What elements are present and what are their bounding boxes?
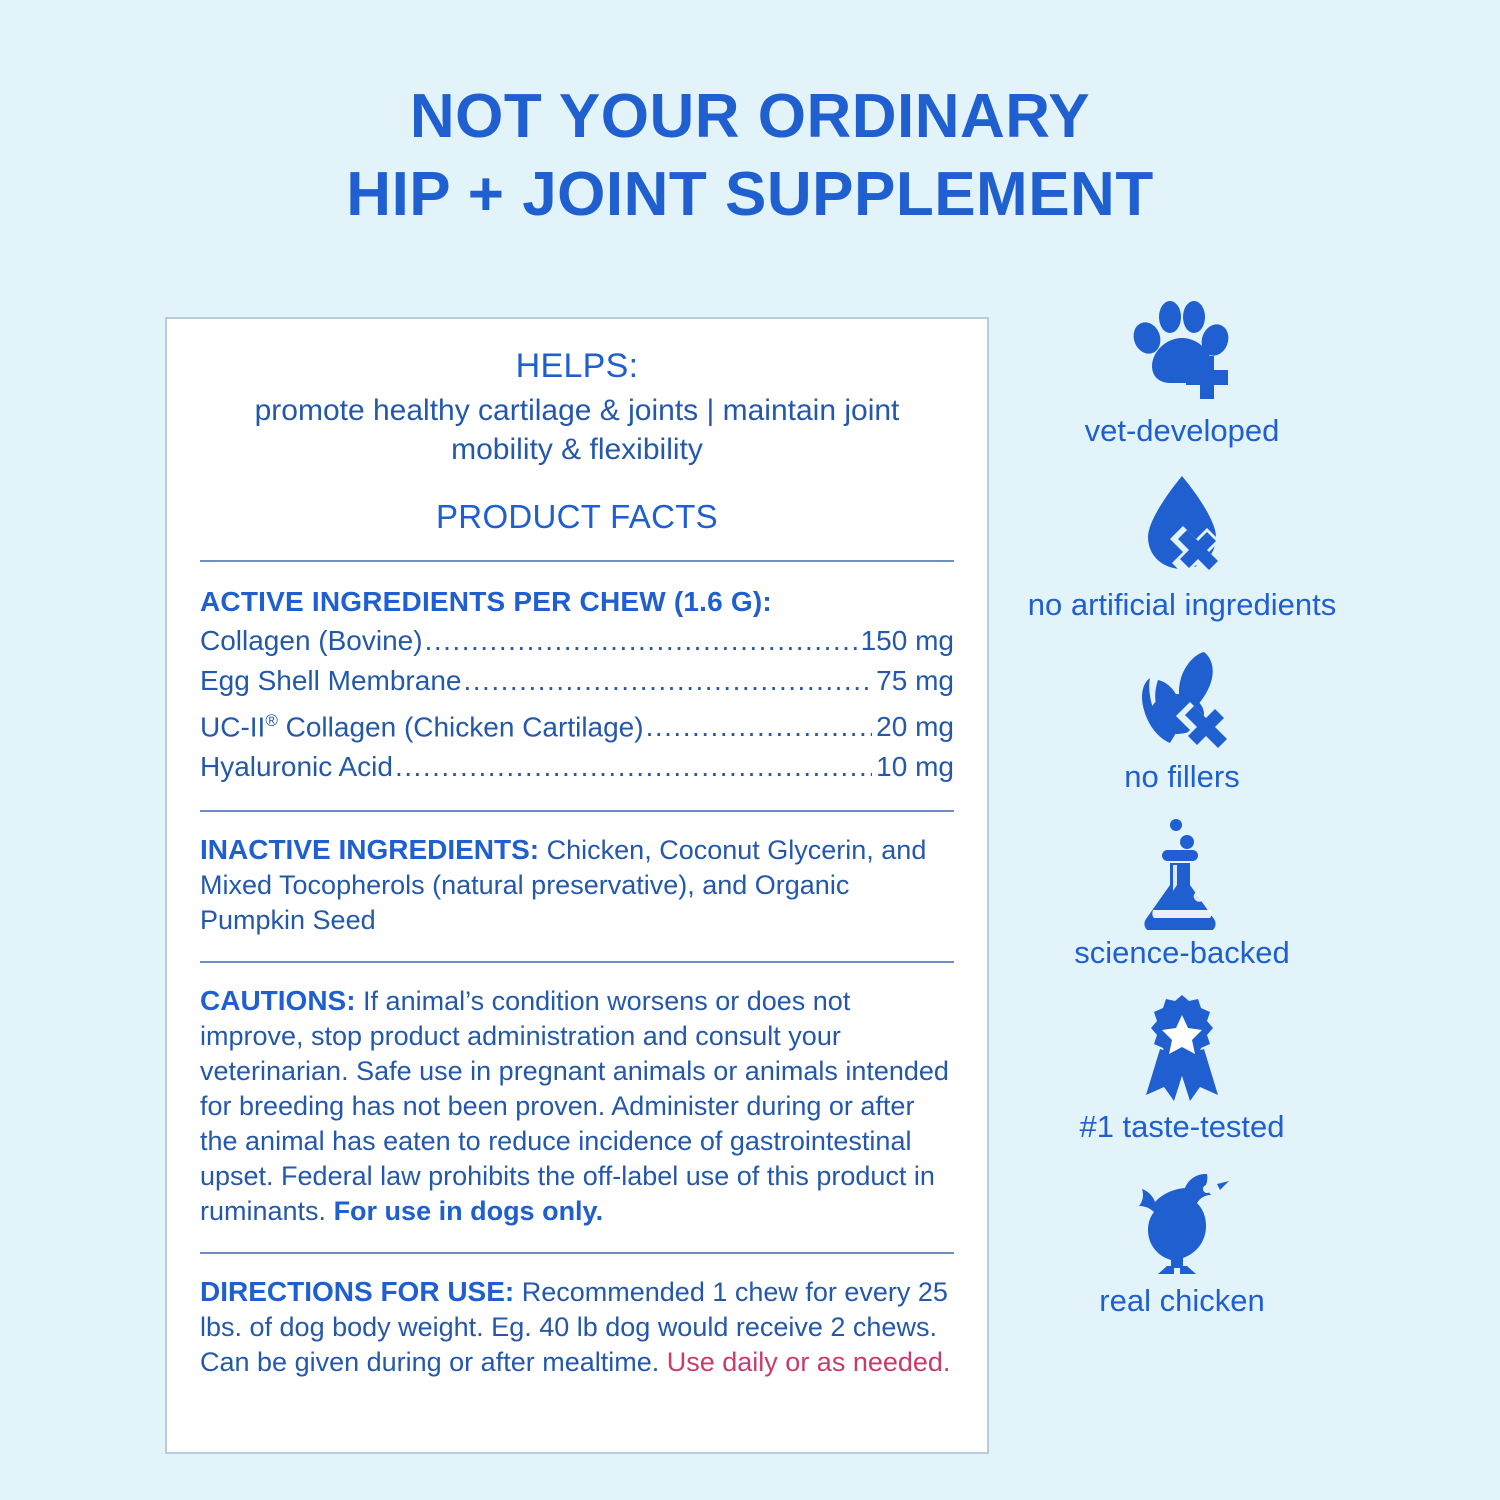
badge-label: science-backed bbox=[1074, 935, 1290, 970]
corn-x-icon bbox=[1022, 646, 1342, 750]
cautions-emphasis: For use in dogs only. bbox=[333, 1196, 604, 1227]
paw-plus-icon bbox=[1022, 300, 1342, 404]
product-facts-heading: PRODUCT FACTS bbox=[436, 498, 718, 535]
ingredient-row: Egg Shell Membrane .....................… bbox=[200, 661, 954, 701]
inactive-ingredients-section: INACTIVE INGREDIENTS: Chicken, Coconut G… bbox=[200, 832, 954, 938]
badge-taste-tested: #1 taste-tested bbox=[1022, 995, 1342, 1146]
inactive-ingredients-heading: INACTIVE INGREDIENTS: bbox=[200, 834, 540, 866]
directions-section: DIRECTIONS FOR USE: Recommended 1 chew f… bbox=[200, 1274, 954, 1380]
badge-label: real chicken bbox=[1099, 1283, 1265, 1318]
badge-real-chicken: real chicken bbox=[1022, 1170, 1342, 1320]
directions-heading: DIRECTIONS FOR USE: bbox=[200, 1276, 515, 1308]
badge-label: no fillers bbox=[1124, 759, 1240, 794]
leader-dots: ........................................… bbox=[424, 625, 857, 656]
cautions-section: CAUTIONS: If animal’s condition worsens … bbox=[200, 983, 954, 1229]
ingredient-amount: 10 mg bbox=[876, 751, 954, 783]
divider-2 bbox=[200, 810, 954, 813]
directions-text: Recommended 1 chew for every 25 lbs. of … bbox=[200, 1277, 948, 1378]
page-title-line-2: HIP + JOINT SUPPLEMENT bbox=[346, 160, 1154, 229]
product-facts-panel: HELPS: promote healthy cartilage & joint… bbox=[165, 317, 989, 1454]
divider-1 bbox=[200, 560, 954, 562]
award-ribbon-icon bbox=[1022, 995, 1342, 1101]
directions-emphasis: Use daily or as needed. bbox=[666, 1347, 951, 1378]
ingredient-name: UC-II® Collagen (Chicken Cartilage) bbox=[200, 701, 644, 747]
ingredient-name: Hyaluronic Acid bbox=[200, 751, 393, 783]
ingredient-name-tail: Collagen (Chicken Cartilage) bbox=[277, 711, 644, 743]
badge-science-backed: science-backed bbox=[1022, 819, 1342, 972]
cautions-text: If animal’s condition worsens or does no… bbox=[200, 986, 949, 1227]
feature-badges: vet-developed no artificial ingredients bbox=[1022, 300, 1342, 1326]
ingredient-amount: 150 mg bbox=[860, 625, 954, 656]
badge-label: no artificial ingredients bbox=[1027, 587, 1337, 622]
badge-no-artificial-ingredients: no artificial ingredients bbox=[1022, 474, 1342, 624]
badge-no-fillers: no fillers bbox=[1022, 646, 1342, 796]
leader-dots: ........................................… bbox=[645, 711, 873, 743]
ingredient-row: Collagen (Bovine) ......................… bbox=[200, 621, 954, 661]
ingredient-row: Hyaluronic Acid ........................… bbox=[200, 747, 954, 787]
active-ingredients-heading: ACTIVE INGREDIENTS PER CHEW (1.6 G): bbox=[200, 586, 772, 617]
helps-heading: HELPS: bbox=[515, 347, 639, 385]
ingredient-name-main: UC-II bbox=[200, 711, 266, 743]
ingredient-amount: 75 mg bbox=[876, 665, 954, 696]
ingredient-name: Egg Shell Membrane bbox=[200, 665, 462, 696]
leader-dots: ........................................… bbox=[394, 751, 872, 783]
registered-mark: ® bbox=[265, 711, 278, 730]
cautions-heading: CAUTIONS: bbox=[200, 985, 356, 1017]
inactive-ingredients-text: Chicken, Coconut Glycerin, and Mixed Toc… bbox=[200, 835, 927, 936]
flask-icon bbox=[1022, 819, 1342, 930]
ingredient-name: Collagen (Bovine) bbox=[200, 625, 423, 656]
page-title: NOT YOUR ORDINARY HIP + JOINT SUPPLEMENT bbox=[0, 78, 1500, 234]
badge-vet-developed: vet-developed bbox=[1022, 300, 1342, 450]
ingredient-row: UC-II® Collagen (Chicken Cartilage) ....… bbox=[200, 701, 954, 747]
badge-label: #1 taste-tested bbox=[1079, 1109, 1285, 1144]
active-ingredients-section: ACTIVE INGREDIENTS PER CHEW (1.6 G): Col… bbox=[200, 584, 954, 787]
chicken-icon bbox=[1022, 1170, 1342, 1274]
divider-4 bbox=[200, 1252, 954, 1255]
page-title-line-1: NOT YOUR ORDINARY bbox=[409, 82, 1091, 151]
helps-description: promote healthy cartilage & joints | mai… bbox=[254, 394, 900, 466]
divider-3 bbox=[200, 961, 954, 964]
leader-dots: ........................................… bbox=[463, 665, 872, 696]
ingredient-amount: 20 mg bbox=[876, 711, 954, 743]
badge-label: vet-developed bbox=[1084, 413, 1280, 448]
droplet-x-icon bbox=[1022, 474, 1342, 578]
